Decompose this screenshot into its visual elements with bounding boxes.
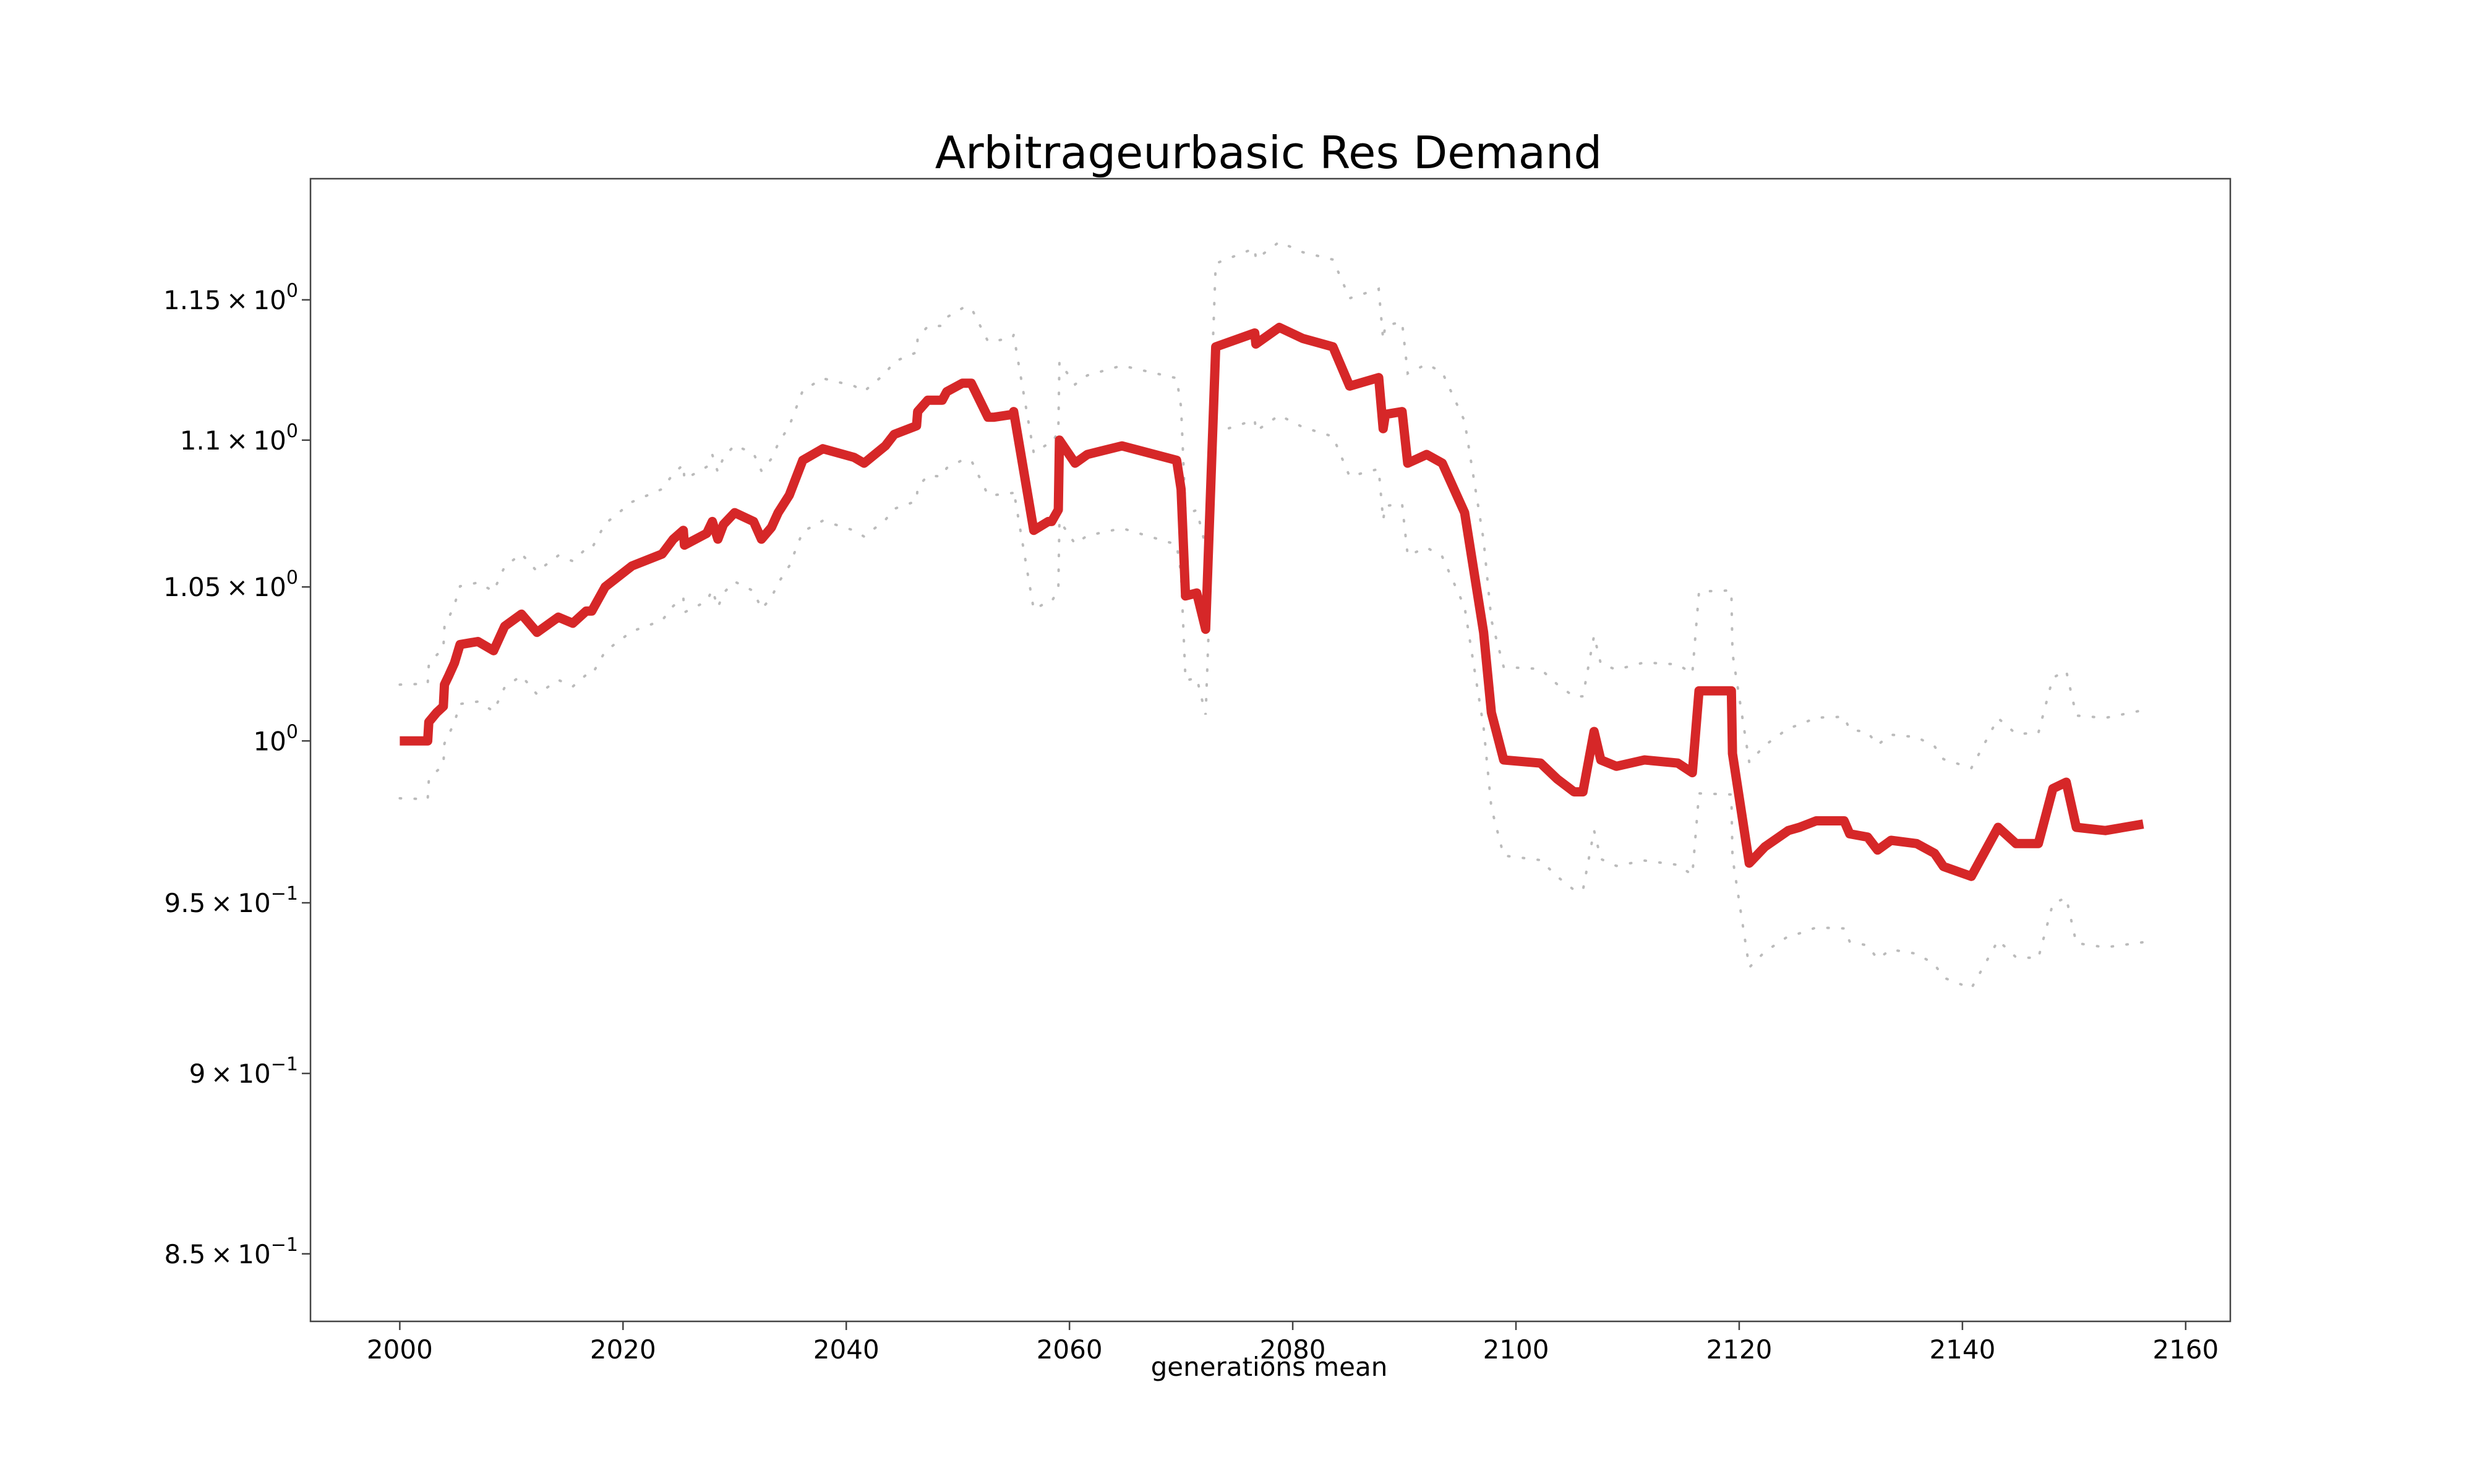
y-tick-label: 1.1 × 100	[180, 420, 298, 456]
y-tick-label: 1.05 × 100	[163, 567, 298, 602]
x-axis: 2000 2020 2040 2060 2080 2100 2120 2140 2160	[367, 1321, 2219, 1365]
band-upper-line	[398, 240, 2145, 770]
y-tick-label: 9 × 10−1	[189, 1054, 298, 1089]
plot-frame	[309, 177, 2232, 1323]
series-line	[400, 323, 2144, 881]
x-tick-label: 2160	[2152, 1334, 2219, 1365]
band-lower-line	[398, 414, 2145, 990]
series-layer	[400, 323, 2144, 881]
dispersion-band	[398, 240, 2145, 990]
x-tick-label: 2060	[1037, 1334, 1103, 1365]
x-axis-label: generations mean	[1151, 1352, 1388, 1382]
x-tick-label: 2080	[1260, 1334, 1326, 1365]
y-tick-label: 1.15 × 100	[163, 280, 298, 315]
y-tick-label: 9.5 × 10−1	[165, 883, 298, 918]
x-tick-label: 2100	[1483, 1334, 1549, 1365]
x-tick-label: 2040	[813, 1334, 880, 1365]
x-tick-label: 2120	[1706, 1334, 1773, 1365]
y-tick-label: 8.5 × 10−1	[165, 1234, 298, 1269]
chart-title: Arbitrageurbasic Res Demand	[935, 127, 1602, 179]
x-tick-label: 2020	[590, 1334, 656, 1365]
x-tick-label: 2140	[1929, 1334, 1995, 1365]
y-tick-label: 100	[253, 721, 298, 756]
x-tick-label: 2000	[367, 1334, 433, 1365]
y-axis: 8.5 × 10−1 9 × 10−1 9.5 × 10−1 100 1.05 × 10…	[163, 280, 310, 1269]
